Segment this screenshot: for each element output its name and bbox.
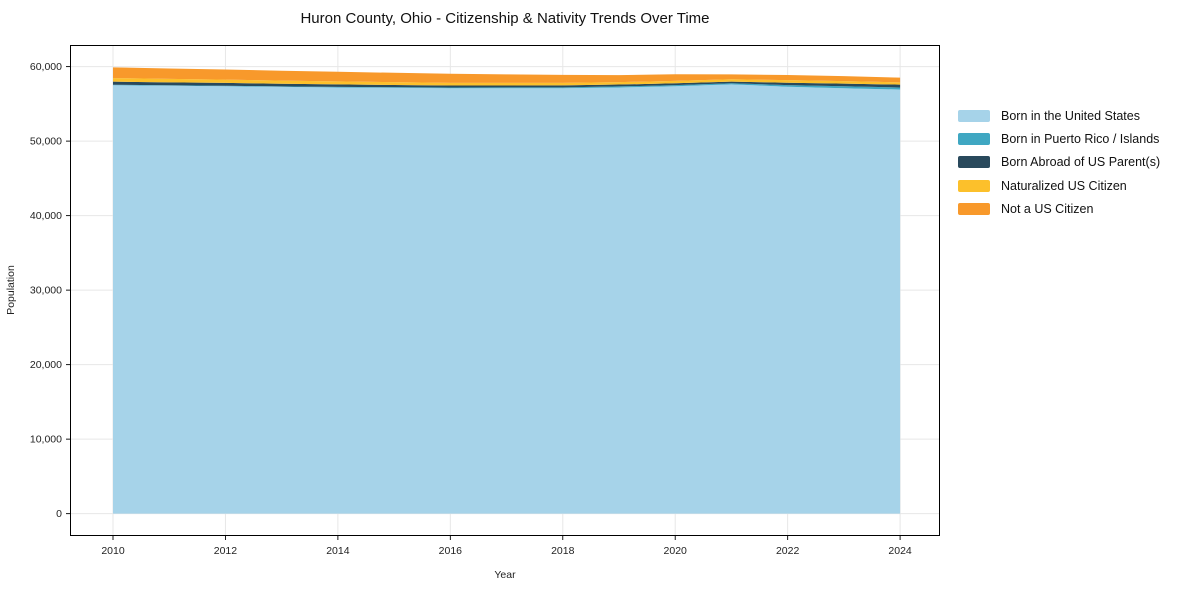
- area-series: [113, 81, 901, 88]
- y-tick-label: 0: [56, 508, 62, 520]
- x-tick-label: 2024: [888, 545, 912, 557]
- x-axis-label: Year: [494, 569, 516, 581]
- area-series: [113, 78, 901, 86]
- x-tick-label: 2010: [101, 545, 125, 557]
- y-tick-label: 40,000: [30, 210, 62, 222]
- legend-item-born-abroad: Born Abroad of US Parent(s): [958, 151, 1160, 174]
- legend-label: Not a US Citizen: [1001, 201, 1094, 216]
- legend-label: Born in the United States: [1001, 108, 1140, 123]
- x-tick-label: 2016: [439, 545, 463, 557]
- area-series: [113, 83, 901, 90]
- legend-swatch-born-abroad: [958, 156, 990, 169]
- y-tick-label: 50,000: [30, 136, 62, 148]
- y-tick-label: 30,000: [30, 285, 62, 297]
- legend-item-not-citizen: Not a US Citizen: [958, 197, 1160, 220]
- x-tick-label: 2012: [214, 545, 238, 557]
- x-tick-label: 2022: [776, 545, 800, 557]
- legend-swatch-born-puerto-rico: [958, 132, 990, 145]
- plot-area: [70, 45, 940, 536]
- y-tick-label: 60,000: [30, 61, 62, 73]
- legend-label: Naturalized US Citizen: [1001, 178, 1127, 193]
- x-tick-label: 2014: [326, 545, 350, 557]
- legend-swatch-not-citizen: [958, 202, 990, 215]
- legend-item-born-puerto-rico: Born in Puerto Rico / Islands: [958, 127, 1160, 150]
- legend-item-born-in-us: Born in the United States: [958, 104, 1160, 127]
- area-series: [113, 84, 901, 514]
- y-tick-label: 10,000: [30, 434, 62, 446]
- legend: Born in the United States Born in Puerto…: [958, 104, 1160, 220]
- axis-ticks: 0 10,000 20,000 30,000 40,000 50,000 60,000 201…: [30, 61, 912, 557]
- y-tick-label: 20,000: [30, 359, 62, 371]
- area-series: [113, 67, 901, 83]
- y-axis-label: Population: [5, 265, 17, 315]
- x-tick-label: 2020: [664, 545, 688, 557]
- legend-item-naturalized: Naturalized US Citizen: [958, 174, 1160, 197]
- legend-label: Born Abroad of US Parent(s): [1001, 155, 1161, 170]
- legend-label: Born in Puerto Rico / Islands: [1001, 131, 1160, 146]
- chart-title: Huron County, Ohio - Citizenship & Nativ…: [300, 10, 709, 27]
- legend-swatch-naturalized: [958, 179, 990, 192]
- legend-swatch-born-in-us: [958, 109, 990, 122]
- x-tick-label: 2018: [551, 545, 575, 557]
